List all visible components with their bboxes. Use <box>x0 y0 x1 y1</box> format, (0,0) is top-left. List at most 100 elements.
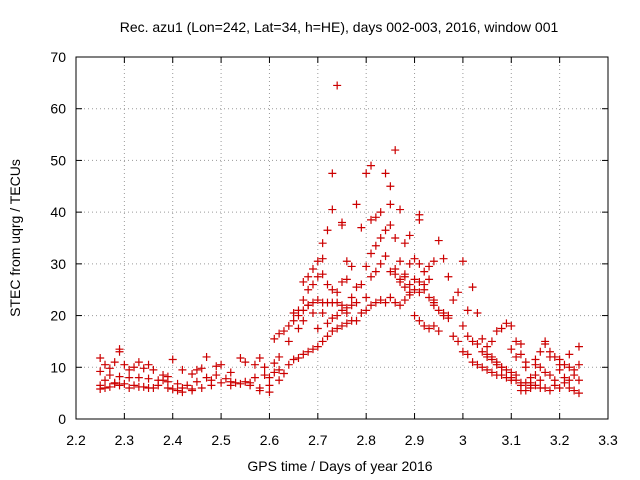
data-point <box>425 293 434 302</box>
data-point <box>352 200 361 209</box>
data-point <box>313 324 322 333</box>
data-point <box>338 321 346 330</box>
data-point <box>294 353 303 362</box>
data-point <box>178 383 187 392</box>
data-point <box>400 239 409 248</box>
data-point <box>463 306 472 315</box>
x-tick-label: 2.2 <box>66 432 86 448</box>
data-point <box>449 296 458 305</box>
data-point <box>308 265 317 274</box>
data-point <box>458 321 467 330</box>
data-point <box>429 257 438 266</box>
data-point <box>555 360 564 369</box>
data-point <box>521 358 530 367</box>
data-point <box>115 381 124 390</box>
data-point <box>487 337 496 346</box>
data-point <box>96 367 105 376</box>
data-point <box>101 376 110 385</box>
x-tick-label: 2.7 <box>308 432 328 448</box>
data-point <box>333 324 342 333</box>
data-point <box>512 337 521 346</box>
data-point <box>163 383 172 392</box>
data-point <box>342 308 351 317</box>
y-tick-label: 70 <box>50 49 66 65</box>
data-point <box>386 293 395 302</box>
data-point <box>212 362 221 371</box>
data-point <box>284 337 293 346</box>
data-point <box>197 364 206 373</box>
data-point <box>139 382 148 391</box>
data-point <box>420 267 429 276</box>
data-point <box>381 252 390 261</box>
data-point <box>241 377 250 386</box>
x-tick-label: 2.5 <box>211 432 231 448</box>
x-axis-label: GPS time / Days of year 2016 <box>247 458 432 474</box>
data-point <box>487 355 496 364</box>
data-point <box>323 226 332 235</box>
data-point <box>376 208 385 217</box>
data-point <box>400 272 409 281</box>
data-point <box>236 379 245 388</box>
data-point <box>318 337 327 346</box>
data-point <box>202 352 211 361</box>
data-point <box>444 311 453 320</box>
data-point <box>415 215 424 224</box>
data-point <box>367 215 376 224</box>
data-point <box>188 385 197 394</box>
data-point <box>115 372 124 381</box>
data-point <box>545 352 554 361</box>
data-point <box>173 386 182 395</box>
data-point <box>323 319 332 328</box>
data-point <box>173 379 182 388</box>
data-point <box>541 383 550 392</box>
data-point <box>134 373 143 382</box>
data-point <box>497 371 506 380</box>
data-point <box>241 358 250 367</box>
data-point <box>420 285 429 294</box>
data-point <box>400 296 409 305</box>
data-point <box>120 379 129 388</box>
data-point <box>386 200 395 209</box>
data-point <box>526 383 535 392</box>
y-tick-label: 0 <box>58 411 66 427</box>
data-point <box>434 327 443 336</box>
data-points <box>96 81 583 398</box>
data-point <box>130 381 139 390</box>
data-point <box>183 381 192 390</box>
data-point <box>260 371 269 380</box>
data-point <box>483 365 492 374</box>
data-point <box>396 275 405 284</box>
data-point <box>134 358 143 367</box>
data-point <box>468 358 477 367</box>
x-tick-label: 2.6 <box>260 432 280 448</box>
data-point <box>386 267 395 276</box>
plot-frame <box>75 56 609 420</box>
data-point <box>400 283 409 292</box>
x-tick-label: 2.9 <box>405 432 425 448</box>
data-point <box>328 327 337 336</box>
data-point <box>381 226 390 235</box>
data-point <box>516 350 525 359</box>
data-point <box>463 332 472 341</box>
data-point <box>381 169 390 178</box>
data-point <box>371 267 380 276</box>
data-point <box>304 272 313 281</box>
y-tick-label: 20 <box>50 308 66 324</box>
data-point <box>497 363 506 372</box>
data-point <box>502 319 511 328</box>
data-point <box>275 329 284 338</box>
data-point <box>502 365 511 374</box>
data-point <box>342 275 351 284</box>
data-point <box>512 371 521 380</box>
data-point <box>159 376 168 385</box>
data-point <box>178 365 187 374</box>
data-point <box>574 342 583 351</box>
data-point <box>415 288 424 297</box>
x-tick-label: 3.3 <box>598 432 618 448</box>
data-point <box>250 373 259 382</box>
data-point <box>458 347 467 356</box>
data-point <box>308 308 317 317</box>
data-point <box>565 350 574 359</box>
data-point <box>270 359 279 368</box>
